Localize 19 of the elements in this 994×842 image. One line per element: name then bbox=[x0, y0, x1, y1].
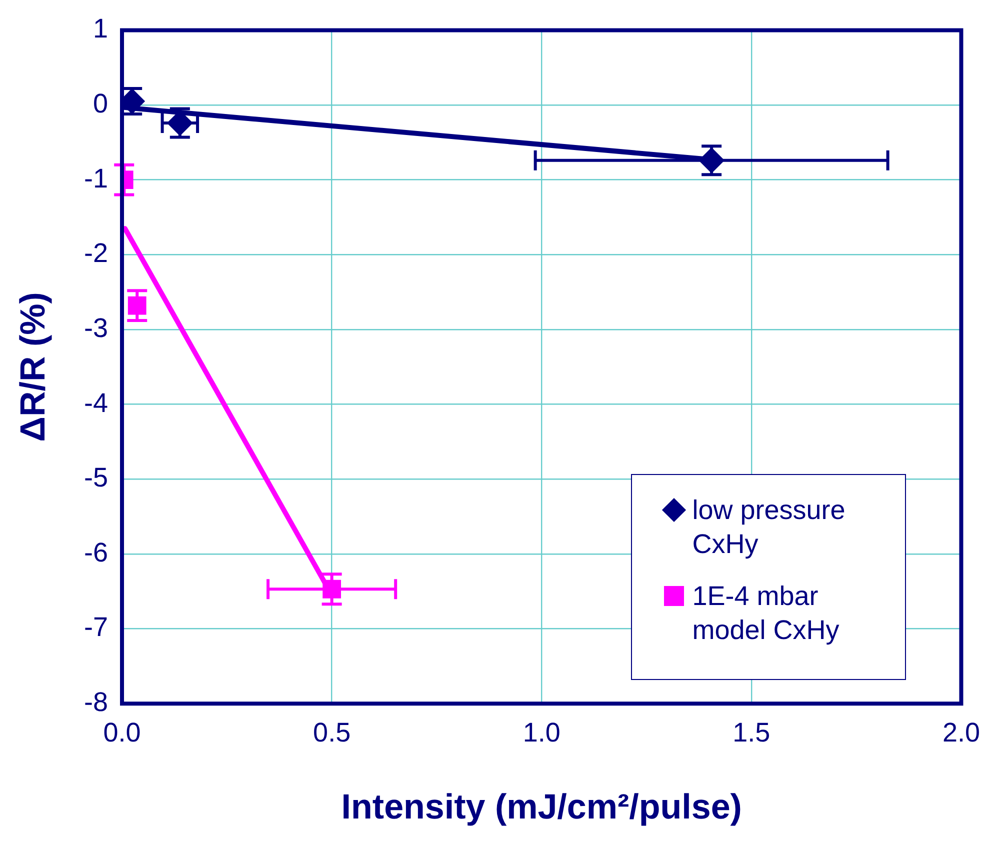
x-tick-label: 1.5 bbox=[732, 717, 770, 748]
y-tick-label: -4 bbox=[84, 388, 108, 418]
y-tick-label: -3 bbox=[84, 312, 108, 343]
y-tick-label: -8 bbox=[84, 687, 108, 718]
y-tick-label: -2 bbox=[84, 238, 108, 268]
x-tick-label: 0.5 bbox=[313, 717, 351, 748]
y-tick-label: -5 bbox=[84, 462, 108, 493]
x-axis-title: Intensity (mJ/cm²/pulse) bbox=[341, 788, 742, 827]
legend-label: low pressure CxHy bbox=[692, 494, 846, 561]
y-tick-label: -1 bbox=[84, 163, 108, 194]
y-tick-label: -7 bbox=[84, 612, 108, 642]
y-tick-label: 1 bbox=[92, 14, 108, 44]
legend-label: 1E-4 mbar model CxHy bbox=[692, 580, 840, 647]
y-axis-title: ΔR/R (%) bbox=[14, 292, 53, 442]
y-tick-label: -6 bbox=[84, 537, 108, 568]
x-tick-label: 1.0 bbox=[522, 717, 560, 748]
x-tick-label: 2.0 bbox=[942, 717, 980, 748]
x-tick-label: 0.0 bbox=[103, 717, 141, 748]
y-tick-label: 0 bbox=[92, 88, 108, 118]
